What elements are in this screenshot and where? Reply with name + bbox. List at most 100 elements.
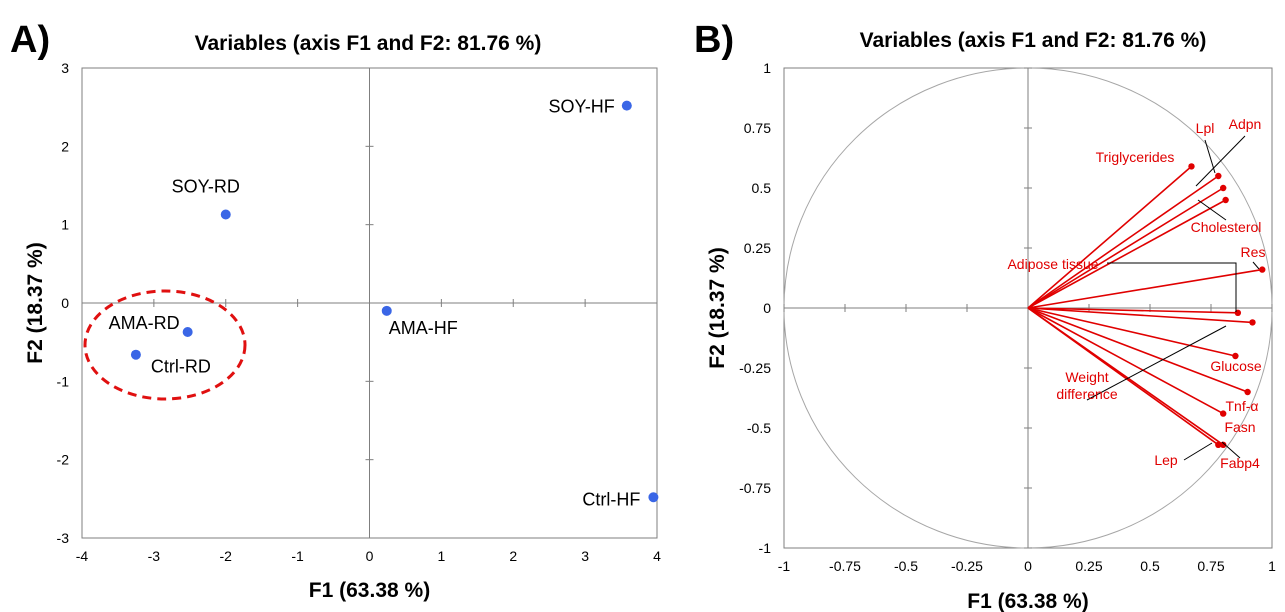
variable-vector: [1027, 307, 1253, 324]
x-tick-label: 1: [1268, 558, 1276, 574]
x-tick-label: 0.25: [1075, 558, 1102, 574]
data-point: [621, 100, 632, 111]
variable-vector: [1027, 307, 1236, 357]
label-leader-line: [1086, 325, 1227, 401]
point-label: SOY-RD: [172, 176, 240, 196]
data-point: [648, 492, 659, 503]
y-tick-label: 0: [763, 300, 771, 316]
data-point: [220, 209, 231, 220]
vector-endpoint: [1244, 388, 1251, 396]
y-axis-label: F2 (18.37 %): [706, 247, 729, 368]
x-axis-label: F1 (63.38 %): [967, 590, 1088, 612]
label-leader-line: [1195, 135, 1246, 187]
x-tick-label: -1: [291, 548, 304, 564]
point-label: AMA-HF: [389, 318, 458, 338]
y-tick-label: 3: [61, 60, 69, 76]
y-tick-label: 2: [61, 138, 69, 154]
panel-letter: A): [10, 19, 50, 61]
vector-endpoint: [1188, 163, 1195, 170]
y-tick-label: -2: [57, 452, 70, 468]
y-tick-label: -1: [57, 373, 70, 389]
vector-endpoint: [1259, 266, 1266, 273]
point-label: Ctrl-HF: [582, 489, 640, 509]
x-tick-label: -0.75: [829, 558, 861, 574]
x-tick-label: -0.5: [894, 558, 918, 574]
vector-label: Weight difference: [1056, 369, 1117, 402]
vector-endpoint: [1215, 172, 1222, 180]
x-tick-label: -3: [148, 548, 161, 564]
chart-title: Variables (axis F1 and F2: 81.76 %): [860, 29, 1207, 52]
x-tick-label: -0.25: [951, 558, 983, 574]
panel-letter: B): [694, 19, 734, 61]
x-tick-label: 0: [366, 548, 374, 564]
label-leader-line: [1107, 262, 1237, 312]
y-tick-label: -0.75: [739, 480, 771, 496]
vector-label: Lpl: [1196, 120, 1215, 136]
vector-endpoint: [1249, 319, 1256, 326]
vector-label: Fasn: [1224, 419, 1255, 435]
data-point: [182, 326, 193, 337]
variable-vector: [1027, 199, 1227, 309]
x-tick-label: 1: [437, 548, 445, 564]
vector-endpoint: [1215, 441, 1222, 448]
x-tick-label: 0: [1024, 558, 1032, 574]
point-label: SOY-HF: [548, 97, 614, 117]
point-label: Ctrl-RD: [151, 357, 211, 377]
panel-a: A) Variables (axis F1 and F2: 81.76 %)-4-…: [10, 19, 661, 602]
vector-label: Fabp4: [1220, 455, 1260, 471]
variable-vector: [1027, 307, 1238, 314]
y-axis-label: F2 (18.37 %): [24, 242, 47, 363]
variable-vector: [1027, 187, 1224, 309]
label-leader-line: [1221, 441, 1241, 459]
vector-label: Adipose tissue: [1007, 256, 1098, 272]
vector-label: Adpn: [1229, 116, 1262, 132]
vector-label: Glucose: [1210, 358, 1262, 374]
label-leader-line: [1204, 139, 1216, 174]
label-leader-line: [1183, 442, 1213, 461]
y-tick-label: 0: [61, 295, 69, 311]
vector-endpoint: [1220, 184, 1227, 192]
y-tick-label: -0.5: [747, 420, 771, 436]
data-point: [381, 305, 392, 316]
variable-vector: [1027, 165, 1193, 309]
y-tick-label: 1: [61, 217, 69, 233]
label-leader-line: [1197, 199, 1227, 221]
vector-label: Cholesterol: [1191, 219, 1262, 235]
vector-label: Tnf-α: [1226, 398, 1259, 414]
y-tick-label: 0.25: [744, 240, 771, 256]
highlight-ellipse: [83, 289, 247, 401]
y-tick-label: 0.75: [744, 120, 771, 136]
vector-endpoint: [1220, 410, 1227, 417]
variable-vector: [1027, 307, 1224, 446]
y-tick-label: -3: [57, 530, 70, 546]
y-tick-label: -1: [759, 540, 772, 556]
variable-vector: [1027, 175, 1219, 309]
y-tick-label: -0.25: [739, 360, 771, 376]
x-tick-label: 0.5: [1140, 558, 1160, 574]
x-tick-label: 3: [581, 548, 589, 564]
y-tick-label: 1: [763, 60, 771, 76]
label-leader-line: [1252, 261, 1260, 270]
vector-label-line: Weight: [1065, 369, 1108, 385]
y-tick-label: 0.5: [752, 180, 772, 196]
vector-label: Triglycerides: [1096, 149, 1175, 165]
vector-endpoint: [1220, 441, 1227, 448]
x-tick-label: 2: [509, 548, 517, 564]
data-point: [130, 349, 141, 360]
panel-b: B) Variables (axis F1 and F2: 81.76 %)-1-…: [694, 19, 1276, 612]
x-tick-label: 4: [653, 548, 661, 564]
x-tick-label: -2: [220, 548, 233, 564]
variable-vector: [1027, 307, 1248, 393]
x-tick-label: -4: [76, 548, 89, 564]
vector-endpoint: [1222, 196, 1229, 204]
vector-endpoint: [1232, 352, 1239, 360]
x-tick-label: 0.75: [1197, 558, 1224, 574]
x-axis-label: F1 (63.38 %): [309, 579, 430, 602]
vector-label: Res: [1241, 244, 1266, 260]
variable-vector: [1027, 268, 1263, 309]
vector-label: Lep: [1154, 452, 1178, 468]
vector-label-line: difference: [1056, 386, 1117, 402]
chart-title: Variables (axis F1 and F2: 81.76 %): [195, 32, 542, 55]
x-tick-label: -1: [778, 558, 791, 574]
